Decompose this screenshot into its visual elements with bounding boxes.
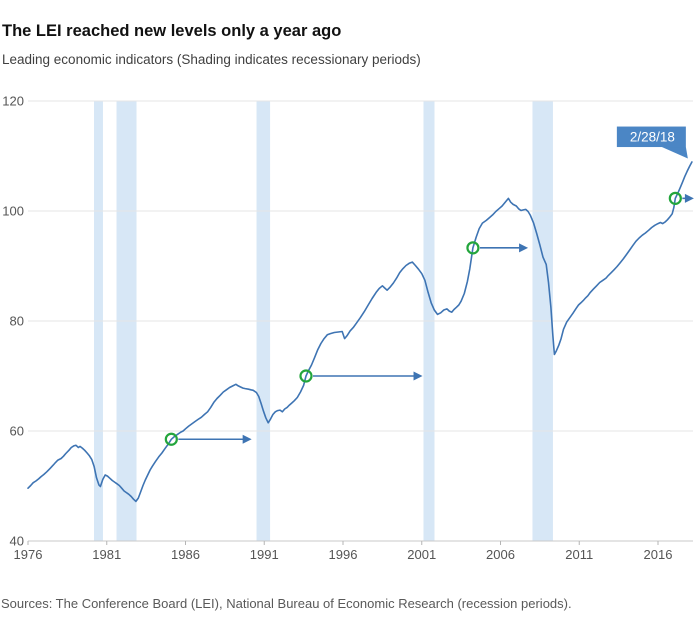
x-axis-label: 1976 — [14, 547, 43, 562]
lei-line-chart: 40 60 80 100 120 1976 1981 1986 1991 1996 2001 2006… — [2, 94, 694, 562]
new-high-marker-circle — [164, 432, 178, 446]
x-axis-label: 2001 — [407, 547, 436, 562]
marker-arrowhead-icon — [242, 434, 252, 444]
y-axis-label: 100 — [2, 204, 24, 219]
y-axis-label: 120 — [2, 94, 24, 109]
callout-box — [616, 126, 686, 148]
chart-title: The LEI reached new levels only a year a… — [2, 22, 342, 40]
source-note: Sources: The Conference Board (LEI), Nat… — [1, 596, 572, 611]
new-high-marker-circle — [668, 191, 682, 205]
marker-arrowhead-icon — [519, 243, 529, 253]
x-axis-label: 1981 — [92, 547, 121, 562]
x-axis-label: 2016 — [644, 547, 673, 562]
x-axis-label: 2006 — [486, 547, 515, 562]
marker-arrowhead-icon — [413, 371, 423, 381]
x-axis-label: 1986 — [171, 547, 200, 562]
marker-arrowhead-icon — [684, 193, 694, 203]
x-axis-label: 1991 — [250, 547, 279, 562]
callout-pointer — [661, 147, 688, 159]
x-axis-label: 2011 — [565, 547, 593, 562]
y-axis-label: 60 — [10, 424, 24, 439]
new-high-marker-circle — [299, 369, 313, 383]
y-axis-label: 40 — [10, 534, 24, 549]
new-high-marker-circle — [466, 241, 480, 255]
x-axis-label: 1996 — [329, 547, 358, 562]
chart-subtitle: Leading economic indicators (Shading ind… — [2, 52, 421, 67]
callout-date-label: 2/28/18 — [630, 130, 675, 145]
y-axis-label: 80 — [10, 314, 24, 329]
lei-series-line — [27, 161, 693, 503]
